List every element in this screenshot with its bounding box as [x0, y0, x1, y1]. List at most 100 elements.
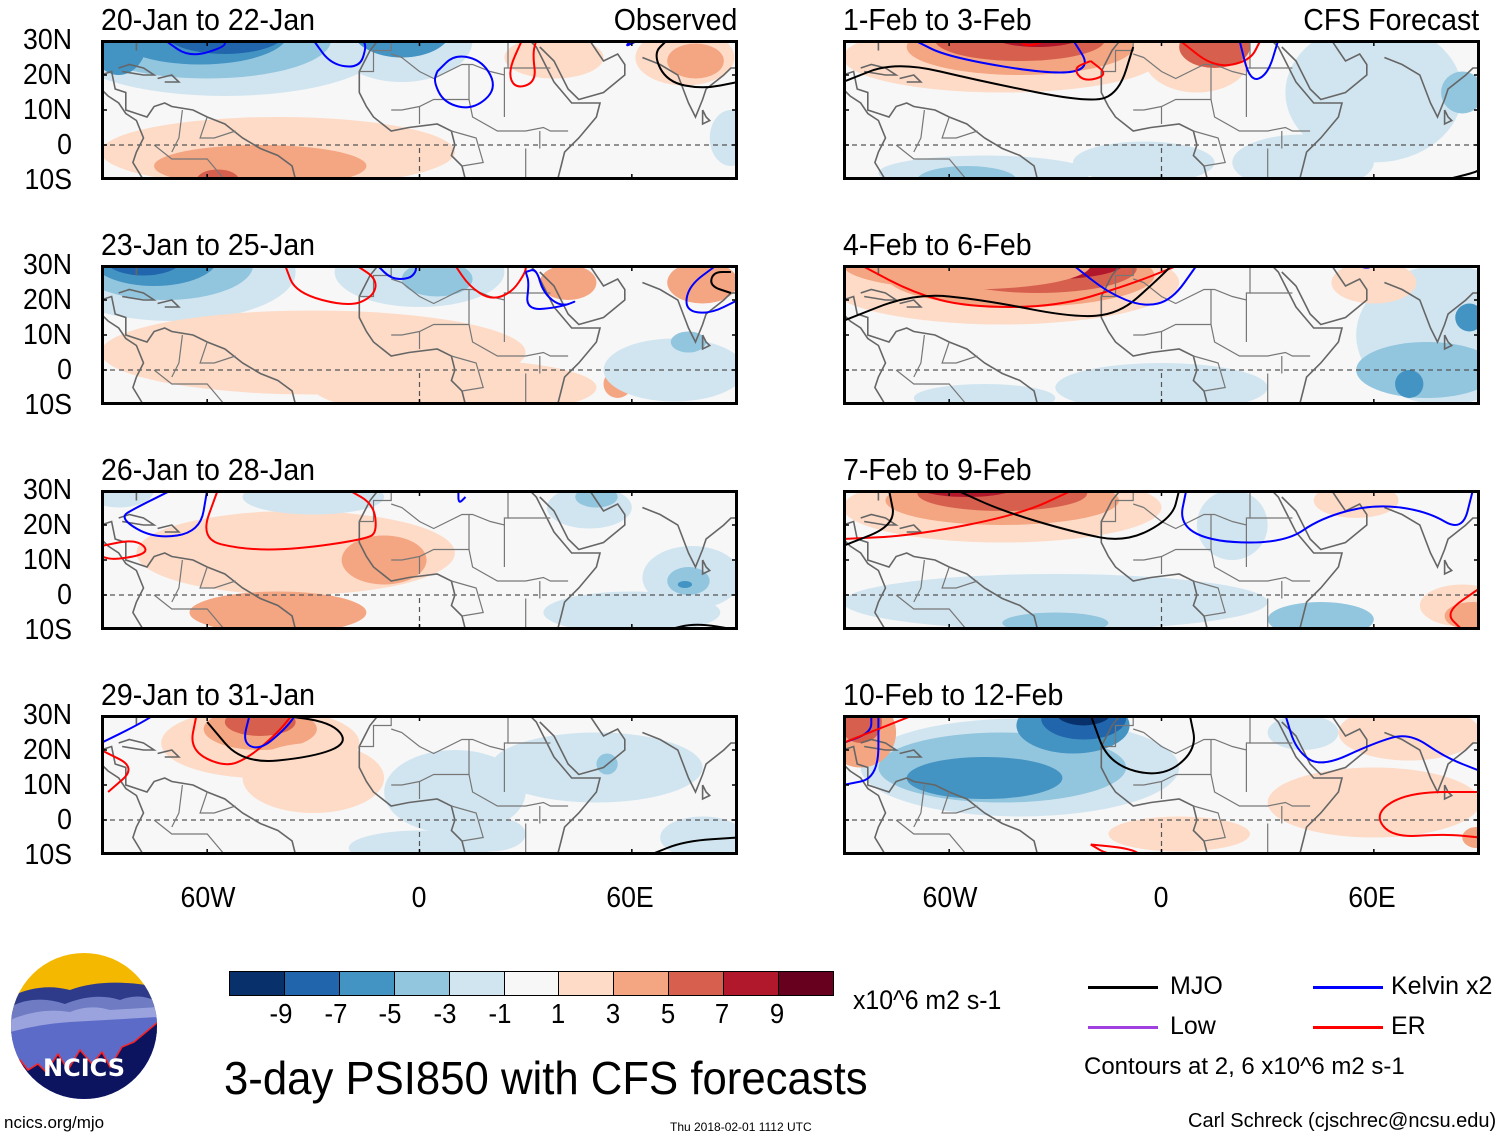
coastline — [1100, 265, 1209, 405]
er-contour — [284, 265, 377, 305]
coastline — [101, 715, 138, 726]
coastline — [101, 763, 145, 855]
kelvin-contour — [244, 715, 297, 749]
country-border — [1193, 805, 1226, 842]
coastline — [1384, 281, 1480, 344]
anomaly-shading — [917, 166, 1017, 180]
map-svg — [101, 715, 738, 855]
coastline — [101, 265, 138, 276]
coastline — [701, 559, 712, 576]
anomaly-shading — [504, 40, 604, 79]
country-border — [451, 580, 484, 617]
coastline — [1443, 334, 1454, 351]
anomaly-shading — [1002, 612, 1109, 630]
coastline — [157, 524, 181, 533]
coastline — [157, 749, 181, 758]
anomaly-shading — [384, 750, 526, 834]
lat-label: 10S — [24, 164, 72, 196]
colorbar-swatch — [504, 972, 560, 995]
country-border — [1193, 355, 1226, 392]
country-border — [895, 819, 968, 855]
coastline — [1281, 715, 1368, 776]
country-border — [1101, 715, 1134, 748]
country-border — [941, 791, 978, 814]
coastline — [1443, 559, 1454, 576]
anomaly-shading — [1108, 816, 1250, 852]
country-border — [895, 369, 968, 405]
er-contour — [454, 265, 527, 299]
colorbar-swatch — [559, 972, 615, 995]
lat-label: 30N — [23, 474, 72, 506]
colorbar-tick-label: 7 — [715, 998, 730, 1029]
anomaly-shading — [1267, 715, 1339, 750]
anomaly-shading — [355, 40, 448, 58]
country-border — [171, 334, 183, 378]
kelvin-contour — [524, 269, 576, 310]
coastline — [1270, 40, 1344, 180]
colorbar-swatch — [449, 972, 505, 995]
anomaly-shading — [341, 535, 427, 585]
coastline — [118, 738, 157, 751]
coastline — [101, 490, 138, 501]
country-border — [1133, 265, 1251, 305]
anomaly-shading — [401, 265, 473, 297]
anomaly-shading — [677, 581, 692, 588]
map-panel-forecast-1 — [843, 40, 1480, 180]
country-border — [1101, 490, 1134, 523]
coastline — [1100, 490, 1209, 630]
coastline — [843, 763, 887, 855]
country-border — [391, 548, 569, 582]
lat-label: 10N — [23, 769, 72, 801]
coastline — [539, 40, 626, 101]
colorbar-tick-label: 3 — [605, 998, 620, 1029]
panel-title: 1-Feb to 3-Feb — [843, 2, 1032, 37]
coastline — [118, 513, 157, 526]
coastline — [843, 70, 1039, 180]
country-border — [391, 265, 509, 305]
lat-label: 30N — [23, 699, 72, 731]
map-svg — [101, 265, 738, 405]
kelvin-contour — [312, 40, 367, 68]
legend-line-low — [1088, 1026, 1158, 1029]
cfs-forecast-label: CFS Forecast — [1303, 2, 1479, 37]
coastline — [101, 745, 297, 855]
anomaly-shading — [1455, 303, 1480, 332]
anomaly-shading — [1267, 602, 1374, 630]
anomaly-shading — [189, 591, 367, 630]
coastline — [1281, 40, 1368, 101]
colorbar-swatch — [724, 972, 780, 995]
country-border — [1133, 490, 1251, 530]
colorbar-swatch — [339, 972, 395, 995]
country-border — [359, 40, 392, 73]
lon-label-60e-right: 60E — [1348, 882, 1396, 914]
contour-note: Contours at 2, 6 x10^6 m2 s-1 — [1084, 1053, 1405, 1080]
map-svg — [843, 40, 1480, 180]
anomaly-shading — [1285, 40, 1463, 163]
coastline — [1443, 109, 1454, 126]
coastline — [860, 738, 899, 751]
country-border — [913, 784, 925, 828]
colorbar-swatch — [669, 972, 725, 995]
lat-label: 30N — [23, 24, 72, 56]
mjo-contour — [955, 490, 1181, 540]
coastline — [701, 334, 712, 351]
lat-label: 10N — [23, 544, 72, 576]
map-panel-observed-1 — [101, 40, 738, 180]
anomaly-shading — [454, 816, 526, 852]
country-border — [359, 490, 392, 523]
lat-label: 10S — [24, 839, 72, 871]
lat-label: 20N — [23, 284, 72, 316]
er-contour — [1075, 60, 1105, 81]
coastline — [1100, 40, 1209, 180]
anomaly-shading — [242, 743, 385, 813]
country-border — [1133, 98, 1311, 132]
lat-label: 20N — [23, 734, 72, 766]
colorbar-swatch — [779, 972, 833, 995]
country-border — [451, 805, 484, 842]
lon-label-60e-left: 60E — [606, 882, 654, 914]
er-contour — [509, 40, 538, 88]
er-contour — [843, 490, 1074, 540]
lat-label: 0 — [57, 354, 72, 386]
er-contour — [205, 490, 377, 551]
country-border — [1133, 773, 1311, 807]
